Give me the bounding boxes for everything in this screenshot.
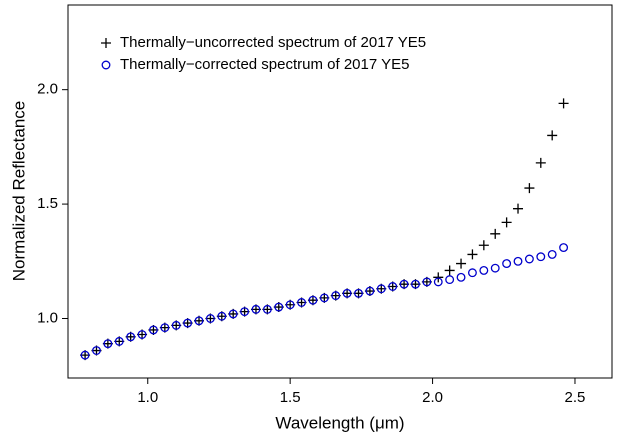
circle-marker [536,252,546,262]
circle-marker [194,316,204,326]
circle-marker [114,336,124,346]
circle-marker [399,279,409,289]
legend-label: Thermally−uncorrected spectrum of 2017 Y… [120,34,426,51]
circle-marker [467,268,477,278]
plus-marker [535,157,546,168]
circle-marker [422,277,432,287]
circle-marker [376,284,386,294]
circle-marker [331,291,341,301]
circle-marker [103,339,113,349]
circle-marker [502,259,512,269]
plus-marker [433,272,444,283]
legend-label: Thermally−corrected spectrum of 2017 YE5 [120,56,409,73]
circle-marker [160,323,170,333]
x-tick-label: 2.5 [565,389,586,406]
plus-marker [444,265,455,276]
circle-marker [126,332,136,342]
circle-marker [217,311,227,321]
circle-marker [92,346,101,355]
plus-marker [524,183,535,194]
circle-marker [251,304,261,314]
plus-marker [478,240,489,251]
circle-marker [433,277,443,287]
plot-frame [67,4,613,379]
x-tick-label: 1.0 [137,389,158,406]
x-tick-label: 2.0 [422,389,443,406]
circle-marker [524,254,534,264]
plus-marker [513,203,524,214]
circle-marker [205,314,215,323]
circle-marker [240,307,250,317]
circle-marker [513,256,523,266]
circle-marker [354,288,363,298]
circle-marker [445,275,455,285]
circle-marker [297,298,306,307]
circle-marker [171,320,181,330]
circle-marker [148,325,158,335]
plus-marker [558,98,569,109]
circle-marker [365,286,375,296]
circle-marker [490,263,500,273]
plus-marker [456,258,467,269]
y-axis-title: Normalized Reflectance [9,101,28,281]
circle-marker [479,265,489,275]
circle-marker [308,295,318,305]
plus-marker [490,228,501,239]
x-tick-label: 1.5 [280,389,301,406]
y-tick-label: 2.0 [37,81,58,98]
circle-marker [228,309,238,319]
circle-marker [342,288,352,298]
circle-marker [456,272,466,282]
y-tick-label: 1.5 [37,195,58,212]
circle-marker [285,300,295,310]
plus-marker [467,249,478,260]
plus-marker [501,217,512,228]
circle-marker [274,302,284,312]
circle-marker [262,304,272,314]
circle-marker [101,60,111,70]
circle-marker [411,279,420,289]
circle-marker [559,243,569,253]
circle-marker [183,318,193,328]
circle-marker [388,282,398,291]
plus-marker [547,130,558,141]
circle-marker [80,350,90,360]
circle-marker [319,293,329,303]
y-tick-label: 1.0 [37,309,58,326]
circle-marker [547,249,557,259]
plus-marker [101,38,111,48]
circle-marker [137,330,147,339]
x-axis-title: Wavelength (μm) [275,413,404,432]
